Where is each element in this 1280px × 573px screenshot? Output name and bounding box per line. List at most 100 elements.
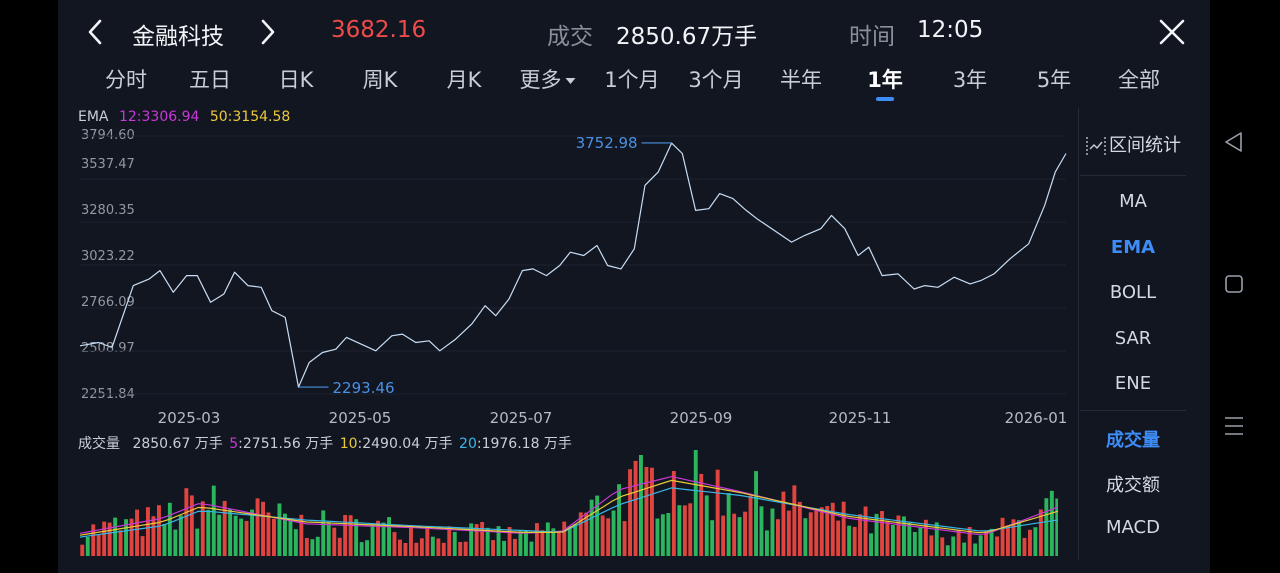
volume-bar bbox=[918, 527, 923, 556]
volume-bar bbox=[819, 507, 824, 556]
volume-bar bbox=[430, 536, 435, 556]
volume-bar bbox=[743, 511, 747, 556]
volume-bar bbox=[721, 515, 726, 556]
indicator-macd[interactable]: MACD bbox=[1106, 517, 1160, 538]
tab-five-day[interactable]: 五日 bbox=[189, 68, 231, 92]
system-home-button[interactable] bbox=[1222, 272, 1246, 300]
volume-bar bbox=[567, 526, 572, 556]
sidebar-divider bbox=[1080, 410, 1186, 411]
tab-weekly-k[interactable]: 周K bbox=[362, 68, 398, 92]
tab-intraday[interactable]: 分时 bbox=[105, 68, 147, 92]
volume-bar bbox=[1055, 498, 1058, 556]
volume-bar bbox=[995, 536, 999, 556]
volume-bar bbox=[907, 522, 912, 556]
volume-bar bbox=[348, 515, 353, 556]
range-stats-button[interactable]: 区间统计 bbox=[1080, 131, 1186, 157]
volume-bar bbox=[211, 485, 216, 556]
volume-bar bbox=[299, 514, 304, 556]
volume-legend-current: 2850.67 万手 bbox=[132, 436, 223, 452]
indicator-ma[interactable]: MA bbox=[1119, 191, 1147, 212]
back-button[interactable] bbox=[84, 18, 108, 46]
volume-bar bbox=[693, 450, 698, 556]
tab-monthly-k[interactable]: 月K bbox=[446, 68, 482, 92]
volume-bar bbox=[847, 525, 852, 556]
tab-more[interactable]: 更多 bbox=[520, 64, 577, 94]
tab-three-months[interactable]: 3个月 bbox=[688, 68, 744, 92]
y-tick-label: 3023.22 bbox=[81, 249, 135, 264]
volume-legend-name: 成交量 bbox=[78, 436, 120, 452]
ema-legend: EMA 12:3306.94 50:3154.58 bbox=[78, 109, 290, 125]
volume-bar bbox=[628, 469, 632, 556]
system-menu-button[interactable] bbox=[1222, 414, 1246, 442]
volume-bar bbox=[113, 517, 118, 556]
tab-one-year[interactable]: 1年 bbox=[867, 68, 903, 92]
volume-bar bbox=[863, 506, 868, 556]
volume-bar bbox=[425, 528, 430, 556]
volume-bar bbox=[283, 513, 287, 556]
sidebar-divider bbox=[1080, 175, 1186, 176]
volume-bar bbox=[513, 538, 517, 556]
tab-five-years[interactable]: 5年 bbox=[1036, 68, 1072, 92]
range-stats-label: 区间统计 bbox=[1109, 135, 1181, 156]
volume-bar bbox=[255, 498, 260, 556]
ema50-legend: 50:3154.58 bbox=[209, 109, 291, 125]
volume-bar bbox=[956, 530, 961, 556]
indicator-sar[interactable]: SAR bbox=[1114, 328, 1152, 349]
volume-bar bbox=[1000, 517, 1005, 556]
tab-all[interactable]: 全部 bbox=[1118, 68, 1160, 92]
tab-three-years[interactable]: 3年 bbox=[952, 68, 988, 92]
forward-button[interactable] bbox=[256, 18, 280, 46]
volume-bar bbox=[660, 514, 665, 556]
volume-bar bbox=[332, 527, 337, 556]
volume-bar bbox=[644, 467, 649, 556]
volume-bar bbox=[107, 522, 112, 556]
indicator-boll[interactable]: BOLL bbox=[1109, 282, 1157, 303]
ma10-line bbox=[79, 479, 1058, 536]
indicator-ema[interactable]: EMA bbox=[1110, 237, 1156, 258]
stock-chart-app: 金融科技 3682.16 成交 2850.67万手 时间 12:05 分时 五日… bbox=[58, 0, 1210, 573]
volume-bar bbox=[600, 515, 605, 556]
close-button[interactable] bbox=[1158, 18, 1186, 46]
volume-bar bbox=[830, 502, 835, 556]
tab-one-month[interactable]: 1个月 bbox=[604, 68, 660, 92]
volume-bar bbox=[737, 517, 742, 556]
tab-daily-k[interactable]: 日K bbox=[278, 68, 314, 92]
x-tick-label: 2025-09 bbox=[669, 409, 733, 427]
volume-bar bbox=[167, 502, 172, 556]
volume-bar bbox=[524, 530, 528, 556]
volume-bar bbox=[272, 518, 276, 556]
menu-lines-icon bbox=[1225, 417, 1243, 435]
volume-bar bbox=[1006, 525, 1010, 556]
volume-bar bbox=[803, 518, 808, 556]
tab-half-year[interactable]: 半年 bbox=[780, 68, 822, 92]
volume-bar bbox=[403, 543, 408, 556]
volume-bar bbox=[825, 506, 830, 556]
indicator-turnover[interactable]: 成交额 bbox=[1106, 475, 1160, 496]
volume-bar bbox=[617, 484, 621, 556]
volume-bar bbox=[392, 532, 397, 556]
volume-bar bbox=[151, 516, 156, 556]
min-value-label: 2293.46 bbox=[333, 379, 395, 397]
volume-bar bbox=[732, 513, 737, 556]
indicator-ene[interactable]: ENE bbox=[1114, 373, 1152, 394]
volume-bar bbox=[266, 512, 271, 556]
volume-bar bbox=[1022, 537, 1027, 556]
indicator-volume[interactable]: 成交量 bbox=[1106, 430, 1160, 451]
volume-bar bbox=[80, 544, 85, 556]
volume-bar bbox=[814, 510, 819, 556]
volume-bar bbox=[124, 519, 128, 556]
volume-bar bbox=[885, 521, 890, 556]
volume-bar bbox=[250, 509, 254, 556]
current-price: 3682.16 bbox=[331, 17, 427, 43]
system-back-button[interactable] bbox=[1222, 130, 1246, 158]
ma20-legend-key: 20 bbox=[459, 436, 477, 452]
x-tick-label: 2025-07 bbox=[489, 409, 553, 427]
volume-bar bbox=[184, 488, 189, 556]
volume-bar bbox=[1011, 519, 1016, 556]
volume-bar bbox=[233, 515, 238, 556]
price-line bbox=[79, 142, 1067, 388]
volume-bar bbox=[1017, 520, 1021, 556]
volume-bar bbox=[874, 513, 879, 556]
y-tick-label: 2508.97 bbox=[81, 341, 135, 356]
volume-bar bbox=[409, 525, 413, 556]
